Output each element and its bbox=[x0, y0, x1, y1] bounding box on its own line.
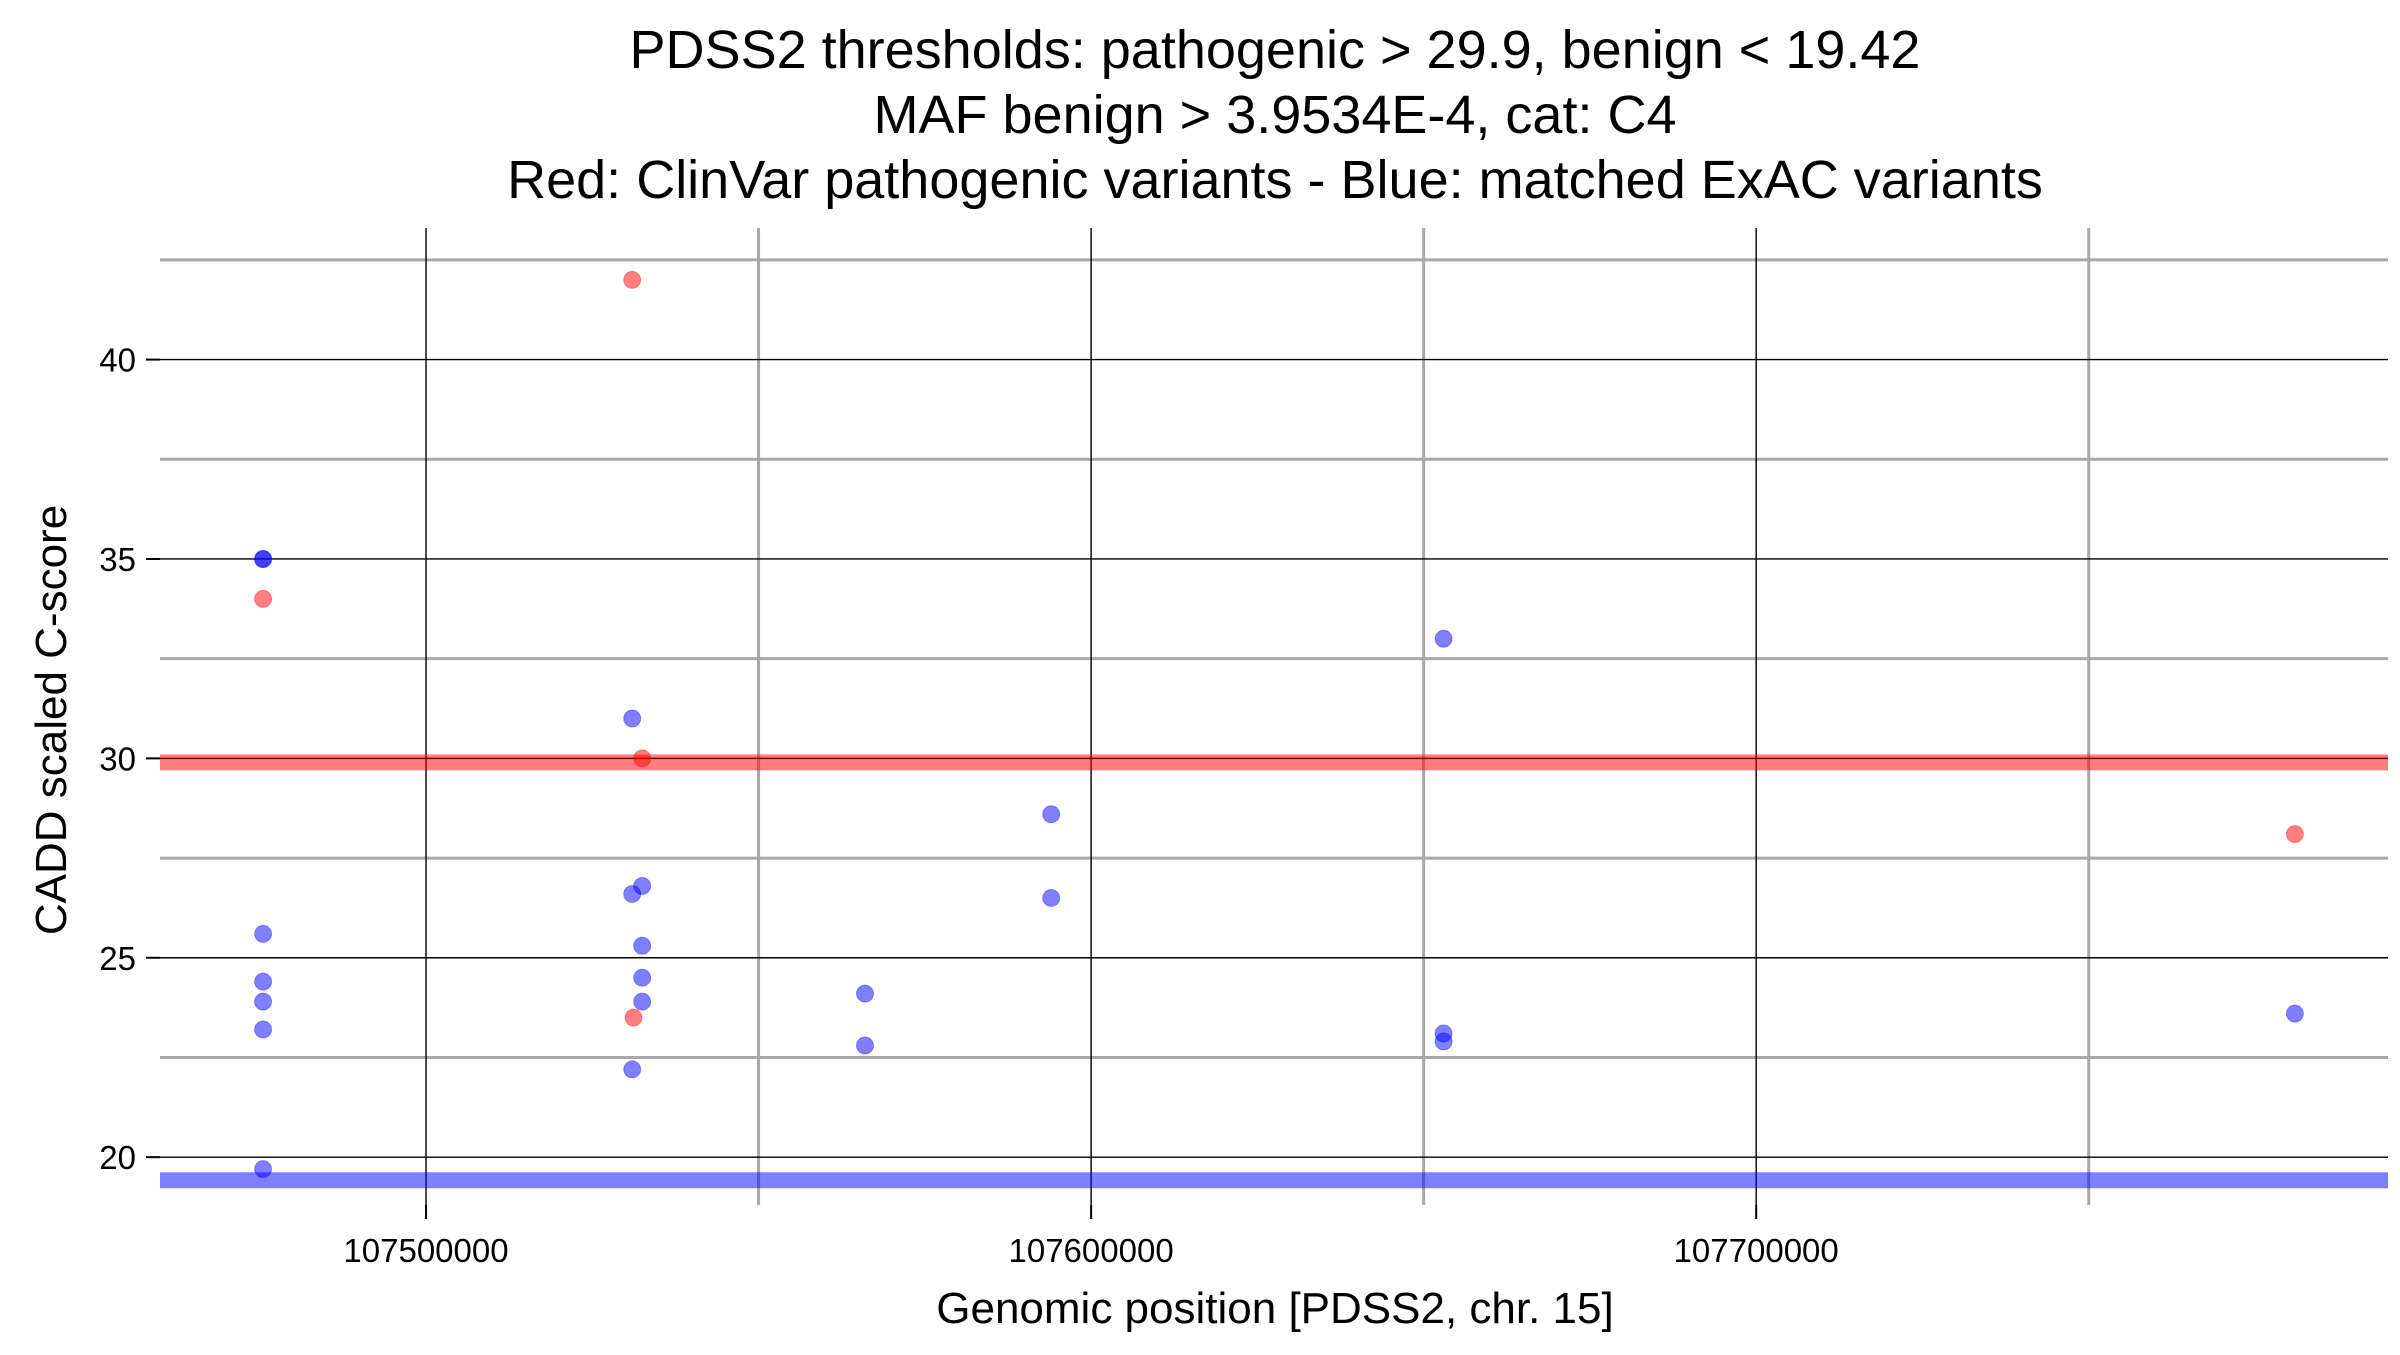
exac-point bbox=[254, 924, 273, 943]
exac-point bbox=[633, 968, 652, 987]
exac-point bbox=[254, 992, 273, 1011]
exac-point bbox=[855, 1036, 874, 1055]
x-tick-label: 107600000 bbox=[1009, 1232, 1174, 1269]
y-tick-label: 35 bbox=[99, 541, 136, 578]
exac-point bbox=[633, 876, 652, 895]
clinvar-point bbox=[623, 270, 642, 289]
exac-point bbox=[1434, 1032, 1453, 1051]
y-tick-label: 30 bbox=[99, 740, 136, 777]
x-tick-label: 107500000 bbox=[343, 1232, 508, 1269]
exac-point bbox=[254, 1160, 273, 1179]
minor-gridlines bbox=[160, 228, 2388, 1205]
exac-point bbox=[254, 549, 273, 568]
exac-point bbox=[1434, 629, 1453, 648]
data-points bbox=[254, 270, 2304, 1179]
exac-point bbox=[633, 992, 652, 1011]
clinvar-point bbox=[2285, 825, 2304, 844]
exac-point bbox=[1042, 805, 1061, 824]
y-tick-label: 20 bbox=[99, 1139, 136, 1176]
exac-point bbox=[254, 1020, 273, 1039]
exac-point bbox=[623, 1060, 642, 1079]
title-line-2: MAF benign > 3.9534E-4, cat: C4 bbox=[874, 85, 1677, 145]
title-line-3: Red: ClinVar pathogenic variants - Blue:… bbox=[507, 150, 2043, 210]
x-axis: 107500000 107600000 107700000 bbox=[343, 1205, 1839, 1269]
y-axis: 20 25 30 35 40 bbox=[99, 342, 160, 1176]
exac-point bbox=[633, 936, 652, 955]
x-axis-title: Genomic position [PDSS2, chr. 15] bbox=[936, 1284, 1613, 1333]
clinvar-point bbox=[633, 749, 652, 768]
exac-point bbox=[855, 984, 874, 1003]
exac-point bbox=[2285, 1004, 2304, 1023]
chart-title: PDSS2 thresholds: pathogenic > 29.9, ben… bbox=[507, 20, 2043, 210]
exac-point bbox=[1042, 888, 1061, 907]
title-line-1: PDSS2 thresholds: pathogenic > 29.9, ben… bbox=[630, 20, 1921, 80]
clinvar-point bbox=[624, 1008, 643, 1027]
y-tick-label: 25 bbox=[99, 940, 136, 977]
x-tick-label: 107700000 bbox=[1674, 1232, 1839, 1269]
clinvar-point bbox=[254, 589, 273, 608]
y-tick-label: 40 bbox=[99, 342, 136, 379]
threshold-lines bbox=[160, 754, 2388, 1189]
y-axis-title: CADD scaled C-score bbox=[27, 505, 76, 935]
exac-point bbox=[623, 709, 642, 728]
exac-point bbox=[254, 972, 273, 991]
